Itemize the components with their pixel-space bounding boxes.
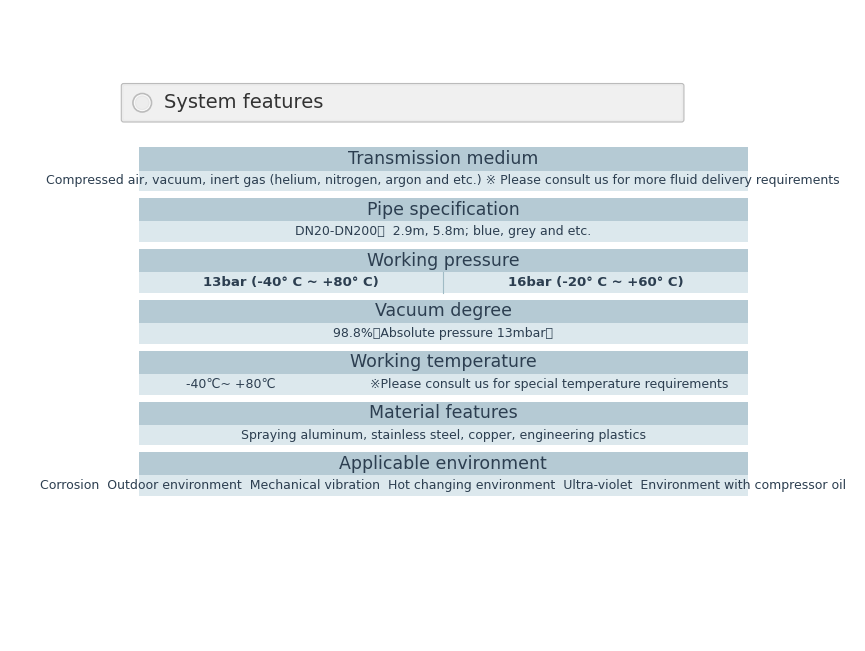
Text: System features: System features bbox=[164, 93, 324, 112]
Circle shape bbox=[133, 94, 151, 112]
Text: Spraying aluminum, stainless steel, copper, engineering plastics: Spraying aluminum, stainless steel, copp… bbox=[240, 428, 646, 441]
FancyBboxPatch shape bbox=[139, 374, 747, 395]
FancyBboxPatch shape bbox=[139, 147, 747, 171]
FancyBboxPatch shape bbox=[139, 402, 747, 424]
Text: 16bar (-20° C ~ +60° C): 16bar (-20° C ~ +60° C) bbox=[508, 276, 683, 289]
Text: -40℃~ +80℃: -40℃~ +80℃ bbox=[186, 378, 275, 391]
Text: Material features: Material features bbox=[369, 404, 517, 422]
Text: Working temperature: Working temperature bbox=[350, 353, 536, 371]
FancyBboxPatch shape bbox=[124, 86, 682, 120]
FancyBboxPatch shape bbox=[139, 424, 747, 445]
Text: ※Please consult us for special temperature requirements: ※Please consult us for special temperatu… bbox=[370, 378, 728, 391]
Text: Working pressure: Working pressure bbox=[367, 251, 520, 270]
FancyBboxPatch shape bbox=[139, 249, 747, 272]
FancyBboxPatch shape bbox=[139, 475, 747, 496]
FancyBboxPatch shape bbox=[139, 452, 747, 475]
Text: DN20-DN200；  2.9m, 5.8m; blue, grey and etc.: DN20-DN200； 2.9m, 5.8m; blue, grey and e… bbox=[295, 225, 592, 238]
FancyBboxPatch shape bbox=[139, 323, 747, 344]
Circle shape bbox=[135, 96, 149, 109]
FancyBboxPatch shape bbox=[139, 300, 747, 323]
Text: 98.8%（Absolute pressure 13mbar）: 98.8%（Absolute pressure 13mbar） bbox=[333, 327, 554, 340]
Text: Compressed air, vacuum, inert gas (helium, nitrogen, argon and etc.) ※ Please co: Compressed air, vacuum, inert gas (heliu… bbox=[47, 174, 840, 187]
FancyBboxPatch shape bbox=[139, 272, 747, 293]
FancyBboxPatch shape bbox=[139, 351, 747, 374]
Text: Corrosion  Outdoor environment  Mechanical vibration  Hot changing environment  : Corrosion Outdoor environment Mechanical… bbox=[41, 479, 846, 492]
Text: Vacuum degree: Vacuum degree bbox=[375, 303, 512, 320]
Text: Applicable environment: Applicable environment bbox=[339, 455, 548, 473]
FancyBboxPatch shape bbox=[139, 171, 747, 191]
FancyBboxPatch shape bbox=[121, 83, 684, 122]
FancyBboxPatch shape bbox=[139, 199, 747, 221]
Text: Pipe specification: Pipe specification bbox=[367, 201, 520, 219]
Text: Transmission medium: Transmission medium bbox=[348, 150, 539, 168]
Text: 13bar (-40° C ~ +80° C): 13bar (-40° C ~ +80° C) bbox=[203, 276, 379, 289]
FancyBboxPatch shape bbox=[139, 221, 747, 242]
